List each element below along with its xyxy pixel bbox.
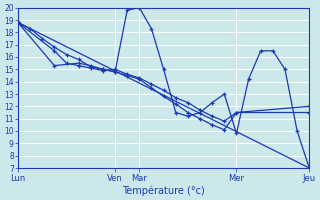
X-axis label: Température (°c): Température (°c) bbox=[122, 185, 205, 196]
